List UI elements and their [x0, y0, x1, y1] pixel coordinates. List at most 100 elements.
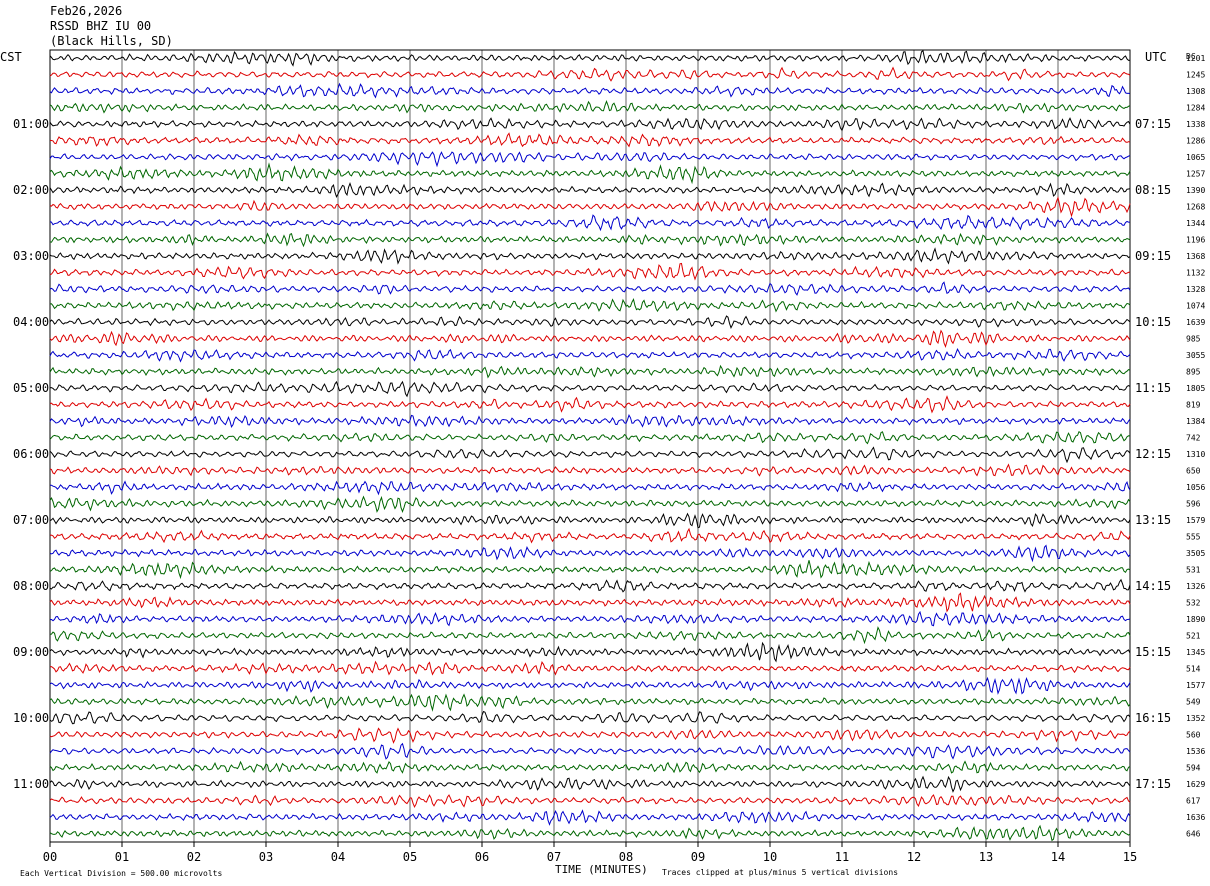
trace-row [49, 162, 1131, 185]
row-dc-value: 555 [1186, 533, 1201, 542]
row-dc-value: 1636 [1186, 813, 1205, 822]
row-dc-value: 531 [1186, 566, 1201, 575]
trace-row [49, 364, 1131, 379]
row-dc-value: 1805 [1186, 384, 1205, 393]
x-tick-label: 00 [43, 850, 57, 864]
row-dc-value: 1384 [1186, 417, 1205, 426]
trace-row [49, 214, 1131, 232]
right-hour-label: 17:15 [1135, 777, 1171, 791]
trace-row [49, 395, 1131, 414]
x-tick-label: 12 [907, 850, 921, 864]
trace-row [49, 281, 1131, 296]
trace-row [49, 676, 1131, 695]
right-hour-label: 14:15 [1135, 579, 1171, 593]
left-hour-label: 05:00 [13, 381, 49, 395]
row-dc-value: 1577 [1186, 681, 1205, 690]
trace-row [49, 413, 1131, 428]
trace-row [49, 544, 1131, 563]
row-dc-value: 1390 [1186, 186, 1205, 195]
x-tick-label: 06 [475, 850, 489, 864]
trace-row [50, 480, 1131, 496]
x-tick-label: 03 [259, 850, 273, 864]
trace-row [49, 348, 1131, 363]
trace-row [49, 809, 1131, 826]
trace-row [49, 446, 1131, 464]
trace-row [49, 82, 1131, 99]
trace-row [49, 660, 1131, 676]
row-dc-value: 3055 [1186, 351, 1205, 360]
dc-column-label: DC [1186, 52, 1196, 61]
row-dc-value: 1196 [1186, 236, 1205, 245]
x-tick-label: 09 [691, 850, 705, 864]
x-tick-label: 01 [115, 850, 129, 864]
left-hour-label: 09:00 [13, 645, 49, 659]
trace-row [49, 329, 1131, 349]
trace-row [49, 760, 1131, 774]
row-dc-value: 594 [1186, 764, 1201, 773]
trace-row [49, 693, 1131, 712]
trace-row [49, 775, 1131, 793]
row-dc-value: 895 [1186, 368, 1201, 377]
x-tick-label: 14 [1051, 850, 1065, 864]
trace-row [49, 610, 1131, 627]
trace-row [49, 495, 1131, 514]
row-dc-value: 1284 [1186, 104, 1205, 113]
x-tick-label: 08 [619, 850, 633, 864]
x-tick-label: 15 [1123, 850, 1137, 864]
trace-row [49, 742, 1131, 760]
footer-clip-note: Traces clipped at plus/minus 5 vertical … [662, 868, 898, 877]
trace-row [49, 794, 1131, 809]
row-dc-value: 1310 [1186, 450, 1205, 459]
trace-row [49, 196, 1131, 218]
left-hour-label: 02:00 [13, 183, 49, 197]
row-dc-value: 1536 [1186, 747, 1205, 756]
footer-scale-note: Each Vertical Division = 500.00 microvol… [20, 869, 222, 878]
x-tick-label: 13 [979, 850, 993, 864]
right-hour-label: 08:15 [1135, 183, 1171, 197]
row-dc-value: 1245 [1186, 71, 1205, 80]
row-dc-value: 1352 [1186, 714, 1205, 723]
right-hour-label: 10:15 [1135, 315, 1171, 329]
right-hour-label: 13:15 [1135, 513, 1171, 527]
trace-row [49, 315, 1131, 329]
row-dc-value: 1074 [1186, 302, 1205, 311]
left-hour-label: 01:00 [13, 117, 49, 131]
left-hour-label: 07:00 [13, 513, 49, 527]
trace-row [49, 727, 1131, 744]
trace-row [49, 380, 1131, 398]
header-location: (Black Hills, SD) [50, 34, 173, 48]
right-hour-label: 15:15 [1135, 645, 1171, 659]
row-dc-value: 1328 [1186, 285, 1205, 294]
row-dc-value: 1308 [1186, 87, 1205, 96]
trace-row [49, 527, 1131, 544]
row-dc-value: 3505 [1186, 549, 1205, 558]
row-dc-value: 1326 [1186, 582, 1205, 591]
plot-frame [49, 49, 1131, 843]
trace-row [49, 66, 1131, 82]
left-hour-label: 03:00 [13, 249, 49, 263]
row-dc-value: 1201 [1186, 54, 1205, 63]
header-date: Feb26,2026 [50, 4, 123, 18]
trace-row [49, 578, 1131, 593]
left-hour-label: 06:00 [13, 447, 49, 461]
trace-row [49, 824, 1131, 842]
right-timezone-label: UTC [1145, 50, 1167, 64]
trace-row [49, 592, 1131, 613]
row-dc-value: 617 [1186, 797, 1201, 806]
x-axis-label: TIME (MINUTES) [555, 863, 648, 876]
row-dc-value: 596 [1186, 500, 1201, 509]
right-hour-label: 16:15 [1135, 711, 1171, 725]
row-dc-value: 521 [1186, 632, 1201, 641]
row-dc-value: 1132 [1186, 269, 1205, 278]
right-hour-label: 11:15 [1135, 381, 1171, 395]
row-dc-value: 819 [1186, 401, 1201, 410]
row-dc-value: 1629 [1186, 780, 1205, 789]
trace-row [49, 182, 1131, 199]
row-dc-value: 1286 [1186, 137, 1205, 146]
trace-row [49, 247, 1131, 265]
x-tick-label: 07 [547, 850, 561, 864]
right-hour-label: 12:15 [1135, 447, 1171, 461]
left-hour-label: 08:00 [13, 579, 49, 593]
x-tick-label: 02 [187, 850, 201, 864]
